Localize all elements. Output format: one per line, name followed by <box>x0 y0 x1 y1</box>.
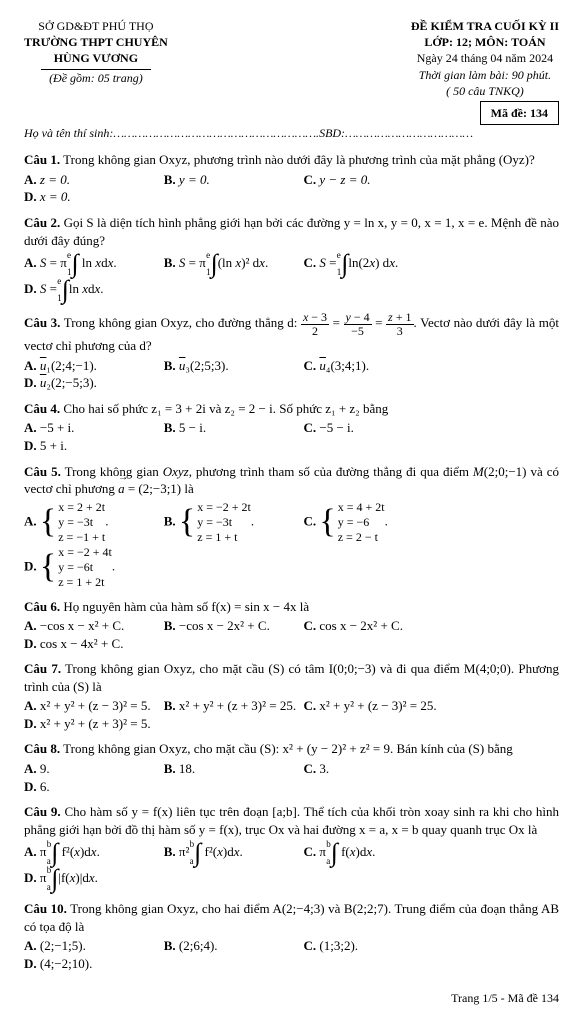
exam-title: ĐỀ KIỂM TRA CUỐI KỲ II <box>411 18 559 34</box>
q2-B: B. S = π e1∫(ln x)² dx. <box>164 251 304 277</box>
q5-B: B. { x = −2 + 2ty = −3tz = 1 + t . <box>164 500 304 545</box>
q4-B: 5 − i. <box>179 420 206 435</box>
q10-D: (4;−2;10). <box>40 956 92 971</box>
q3-D: D. u₂(2;−5;3). <box>24 374 164 392</box>
exam-date: Ngày 24 tháng 04 năm 2024 <box>411 50 559 66</box>
header-right: ĐỀ KIỂM TRA CUỐI KỲ II LỚP: 12; MÔN: TOÁ… <box>411 18 559 99</box>
header-left: SỞ GD&ĐT PHÚ THỌ TRƯỜNG THPT CHUYÊN HÙNG… <box>24 18 168 99</box>
q6-B: −cos x − 2x² + C. <box>179 618 270 633</box>
sbd-label: SBD: <box>319 126 345 140</box>
q7-B: x² + y² + (z + 3)² = 25. <box>179 698 296 713</box>
q8-label: Câu 8. <box>24 741 60 756</box>
q10-C: (1;3;2). <box>319 938 358 953</box>
q9-B: B. π² ba∫ f²(x)dx. <box>164 840 304 866</box>
q9-options: A. π ba∫ f²(x)dx. B. π² ba∫ f²(x)dx. C. … <box>24 840 559 892</box>
q5-text: Trong không gian Oxyz, phương trình tham… <box>24 464 559 497</box>
dept-line: SỞ GD&ĐT PHÚ THỌ <box>24 18 168 34</box>
name-label: Họ và tên thí sinh: <box>24 126 113 140</box>
exam-code-box: Mã đề: 134 <box>480 101 559 125</box>
q10-A: (2;−1;5). <box>40 938 86 953</box>
q8-A: 9. <box>40 761 50 776</box>
student-info-row: Họ và tên thí sinh:………………………………………………….S… <box>24 125 559 141</box>
question-2: Câu 2. Gọi S là diện tích hình phẳng giớ… <box>24 214 559 249</box>
q3-options: A. u₁(2;4;−1). B. u₃(2;5;3). C. u₄(3;4;1… <box>24 357 559 392</box>
q5-options: A. { x = 2 + 2ty = −3tz = −1 + t . B. { … <box>24 500 559 590</box>
q2-label: Câu 2. <box>24 215 60 230</box>
question-9: Câu 9. Cho hàm số y = f(x) liên tục trên… <box>24 803 559 838</box>
page-footer: Trang 1/5 - Mã đề 134 <box>24 990 559 1006</box>
q4-C: −5 − i. <box>319 420 354 435</box>
page-count: (Đề gồm: 05 trang) <box>41 69 151 86</box>
q4-A: −5 + i. <box>40 420 75 435</box>
q6-D: cos x − 4x² + C. <box>40 636 124 651</box>
q1-B: y = 0. <box>179 172 210 187</box>
school-line-2: HÙNG VƯƠNG <box>24 50 168 66</box>
q1-options: A. z = 0. B. y = 0. C. y − z = 0. D. x =… <box>24 171 559 206</box>
q9-C: C. π ba∫ f(x)dx. <box>304 840 444 866</box>
q9-D: D. π ba∫|f(x)|dx. <box>24 866 164 892</box>
q5-A: A. { x = 2 + 2ty = −3tz = −1 + t . <box>24 500 164 545</box>
q6-C: cos x − 2x² + C. <box>319 618 403 633</box>
q1-A: z = 0. <box>40 172 70 187</box>
q9-text: Cho hàm số y = f(x) liên tục trên đoạn [… <box>24 804 559 837</box>
q8-B: 18. <box>179 761 195 776</box>
q1-label: Câu 1. <box>24 152 60 167</box>
q5-C: C. { x = 4 + 2ty = −6z = 2 − t . <box>304 500 444 545</box>
question-5: Câu 5. Trong không gian Oxyz, phương trì… <box>24 463 559 498</box>
q1-C: y − z = 0. <box>319 172 370 187</box>
q2-options: A. S = π e1∫ ln xdx. B. S = π e1∫(ln x)²… <box>24 251 559 303</box>
q2-D: D. S = e1∫ln xdx. <box>24 277 164 303</box>
q7-D: x² + y² + (z + 3)² = 5. <box>40 716 151 731</box>
q7-options: A. x² + y² + (z − 3)² = 5. B. x² + y² + … <box>24 697 559 732</box>
q7-A: x² + y² + (z − 3)² = 5. <box>40 698 151 713</box>
q10-options: A. (2;−1;5). B. (2;6;4). C. (1;3;2). D. … <box>24 937 559 972</box>
q5-label: Câu 5. <box>24 464 61 479</box>
q9-label: Câu 9. <box>24 804 61 819</box>
question-count: ( 50 câu TNKQ) <box>411 83 559 99</box>
q7-label: Câu 7. <box>24 661 61 676</box>
q4-text: Cho hai số phức z₁ = 3 + 2i và z₂ = 2 − … <box>60 401 388 416</box>
question-4: Câu 4. Cho hai số phức z₁ = 3 + 2i và z₂… <box>24 400 559 418</box>
question-8: Câu 8. Trong không gian Oxyz, cho mặt cầ… <box>24 740 559 758</box>
q6-label: Câu 6. <box>24 599 60 614</box>
q6-options: A. −cos x − x² + C. B. −cos x − 2x² + C.… <box>24 617 559 652</box>
question-3: Câu 3. Trong không gian Oxyz, cho đường … <box>24 311 559 355</box>
duration: Thời gian làm bài: 90 phút. <box>411 67 559 83</box>
header: SỞ GD&ĐT PHÚ THỌ TRƯỜNG THPT CHUYÊN HÙNG… <box>24 18 559 99</box>
question-7: Câu 7. Trong không gian Oxyz, cho mặt cầ… <box>24 660 559 695</box>
q10-label: Câu 10. <box>24 901 67 916</box>
q2-A: A. S = π e1∫ ln xdx. <box>24 251 164 277</box>
q8-text: Trong không gian Oxyz, cho mặt cầu (S): … <box>60 741 513 756</box>
q3-C: C. u₄(3;4;1). <box>304 357 444 375</box>
q1-text: Trong không gian Oxyz, phương trình nào … <box>60 152 535 167</box>
q8-C: 3. <box>319 761 329 776</box>
q3-label: Câu 3. <box>24 315 60 330</box>
q3-B: B. u₃(2;5;3). <box>164 357 304 375</box>
q2-C: C. S = e1∫ln(2x) dx. <box>304 251 444 277</box>
q6-text: Họ nguyên hàm của hàm số f(x) = sin x − … <box>60 599 309 614</box>
school-line-1: TRƯỜNG THPT CHUYÊN <box>24 34 168 50</box>
q8-options: A. 9. B. 18. C. 3. D. 6. <box>24 760 559 795</box>
q7-text: Trong không gian Oxyz, cho mặt cầu (S) c… <box>24 661 559 694</box>
q3-pre: Trong không gian Oxyz, cho đường thẳng d… <box>60 315 301 330</box>
q7-C: x² + y² + (z − 3)² = 25. <box>319 698 436 713</box>
question-10: Câu 10. Trong không gian Oxyz, cho hai đ… <box>24 900 559 935</box>
q4-options: A. −5 + i. B. 5 − i. C. −5 − i. D. 5 + i… <box>24 419 559 454</box>
q10-B: (2;6;4). <box>179 938 218 953</box>
q4-D: 5 + i. <box>40 438 67 453</box>
q9-A: A. π ba∫ f²(x)dx. <box>24 840 164 866</box>
q10-text: Trong không gian Oxyz, cho hai điểm A(2;… <box>24 901 559 934</box>
question-1: Câu 1. Trong không gian Oxyz, phương trì… <box>24 151 559 169</box>
q8-D: 6. <box>40 779 50 794</box>
q2-text: Gọi S là diện tích hình phẳng giới hạn b… <box>24 215 559 248</box>
question-6: Câu 6. Họ nguyên hàm của hàm số f(x) = s… <box>24 598 559 616</box>
class-subject: LỚP: 12; MÔN: TOÁN <box>411 34 559 50</box>
q6-A: −cos x − x² + C. <box>40 618 124 633</box>
q1-D: x = 0. <box>40 189 71 204</box>
q3-A: A. u₁(2;4;−1). <box>24 357 164 375</box>
q5-D: D. { x = −2 + 4ty = −6tz = 1 + 2t . <box>24 545 164 590</box>
q4-label: Câu 4. <box>24 401 60 416</box>
